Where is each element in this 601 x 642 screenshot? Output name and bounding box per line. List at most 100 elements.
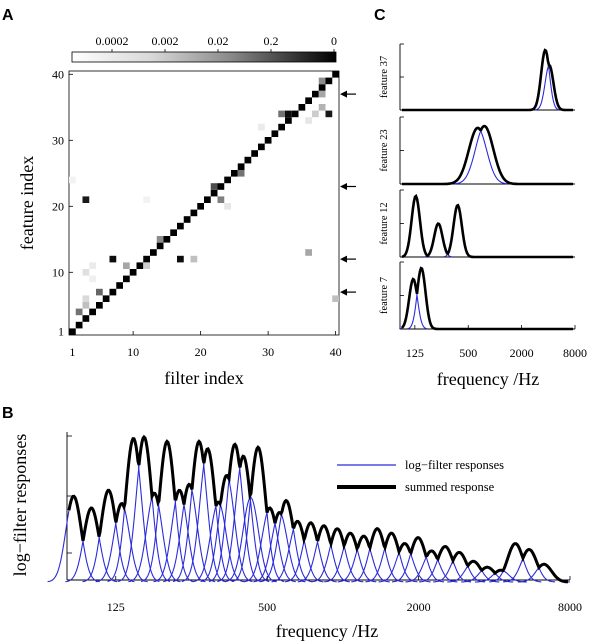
- colorbar: [71, 51, 337, 63]
- heatmap-cell: [231, 170, 238, 177]
- filter-response-curve: [200, 474, 253, 583]
- panel-b-x-label: frequency /Hz: [276, 621, 378, 641]
- arrow-head: [340, 288, 347, 296]
- heatmap-cell: [318, 77, 326, 85]
- heatmap-cell: [251, 150, 258, 157]
- heatmap-cell: [258, 123, 265, 131]
- heatmap-cell: [143, 262, 150, 269]
- heatmap-cell: [69, 176, 76, 184]
- heatmap-cell: [278, 110, 285, 118]
- heatmap-cell: [217, 183, 225, 190]
- feature-filter-curve: [454, 125, 515, 185]
- heatmap-cell: [156, 242, 164, 250]
- panel-a-heatmap: 0.0002 0.002 0.02 0.2 0 1 10 20 30 40 1 10 20 30 40 f…: [17, 34, 356, 388]
- panel-c-x-label: frequency /Hz: [437, 369, 539, 389]
- heatmap-cell: [136, 262, 144, 269]
- heatmap-cell: [224, 203, 231, 210]
- heatmap-cell: [318, 104, 326, 111]
- heatmap-cell: [264, 137, 272, 144]
- heatmap-cell: [123, 275, 130, 283]
- heatmap-y-label: feature index: [17, 156, 37, 250]
- filter-response-curve: [82, 489, 135, 583]
- c-x-tick-label: 8000: [563, 346, 587, 360]
- heatmap-cell: [210, 189, 218, 197]
- feature-summed-curve: [402, 48, 573, 112]
- x-tick-label: 30: [262, 345, 274, 359]
- arrow-head: [340, 183, 347, 190]
- heatmap-cell: [291, 110, 299, 118]
- heatmap-cell: [237, 170, 245, 177]
- heatmap-cell: [129, 269, 137, 276]
- heatmap-x-label: filter index: [164, 368, 243, 388]
- heatmap-cell: [183, 216, 191, 223]
- heatmap-cell: [143, 255, 150, 263]
- heatmap-cell: [318, 84, 326, 91]
- b-x-tick-label: 2000: [407, 600, 431, 614]
- y-tick-label: 30: [52, 133, 64, 147]
- heatmap-cell: [82, 269, 90, 276]
- summed-response-curve: [67, 434, 569, 584]
- heatmap-cell: [177, 255, 184, 263]
- heatmap-axis-ticks: 1 10 20 30 40 1 10 20 30 40: [52, 67, 342, 359]
- legend-label-summed: summed response: [405, 480, 495, 494]
- x-tick-label: 10: [127, 345, 139, 359]
- heatmap-cell: [82, 295, 90, 302]
- x-tick-label: 40: [330, 345, 342, 359]
- heatmap-cell: [75, 321, 83, 329]
- colorbar-tick-label: 0.02: [208, 34, 229, 48]
- feature-label: feature 12: [379, 202, 390, 244]
- heatmap-cell: [190, 209, 198, 217]
- y-tick-label: 10: [52, 265, 64, 279]
- heatmap-cell: [204, 196, 211, 203]
- heatmap-cell: [156, 236, 164, 243]
- arrow-head: [340, 255, 347, 263]
- heatmap-cell: [197, 203, 204, 210]
- heatmap-cell: [143, 196, 150, 203]
- legend-label-filter: log−filter responses: [405, 458, 504, 472]
- heatmap-cell: [217, 196, 225, 203]
- heatmap-cell: [150, 249, 157, 256]
- heatmap-cell: [237, 163, 245, 170]
- heatmap-cell: [210, 183, 218, 190]
- heatmap-cell: [332, 71, 339, 78]
- y-tick-label: 1: [58, 325, 64, 339]
- filter-response-curve: [65, 507, 118, 583]
- heatmap-cell: [298, 104, 306, 111]
- b-x-tick-label: 8000: [558, 600, 582, 614]
- feature-arrows: [340, 90, 356, 296]
- panel-c-feature-plots: feature 37 feature 23 feature 12 feature 7 1…: [379, 43, 587, 360]
- heatmap-cell: [271, 130, 279, 137]
- feature-summed-curve: [401, 193, 573, 259]
- heatmap-cell: [123, 262, 130, 269]
- heatmap-cell: [163, 236, 171, 243]
- feature-summed-curve: [402, 124, 573, 186]
- heatmap-cell: [82, 196, 90, 203]
- c-x-tick-label: 500: [459, 346, 477, 360]
- feature-label: feature 23: [379, 129, 390, 171]
- heatmap-cell: [190, 255, 198, 263]
- heatmap-cell: [305, 249, 312, 256]
- heatmap-cell: [109, 288, 117, 296]
- feature-filter-curve: [447, 127, 508, 185]
- heatmap-cell: [285, 110, 292, 118]
- c-x-tick-label: 125: [406, 346, 424, 360]
- heatmap-cell: [244, 156, 252, 164]
- colorbar-tick-label: 0.0002: [96, 34, 129, 48]
- panel-label-b: B: [2, 405, 14, 422]
- heatmap-cell: [116, 282, 123, 289]
- y-tick-label: 20: [52, 199, 64, 213]
- heatmap-cell: [325, 77, 333, 85]
- b-x-tick-label: 500: [258, 600, 276, 614]
- heatmap-cell: [82, 302, 90, 309]
- x-tick-label: 1: [69, 345, 75, 359]
- colorbar-tick-label: 0: [331, 34, 337, 48]
- panel-b-y-label: log−filter responses: [10, 434, 30, 577]
- heatmap-cell: [305, 97, 312, 104]
- heatmap-cell: [89, 262, 96, 269]
- heatmap-cell: [258, 143, 265, 151]
- colorbar-tick-label: 0.2: [264, 34, 279, 48]
- heatmap-cell: [312, 90, 319, 98]
- heatmap-cell: [89, 308, 96, 316]
- feature-label: feature 37: [379, 56, 390, 98]
